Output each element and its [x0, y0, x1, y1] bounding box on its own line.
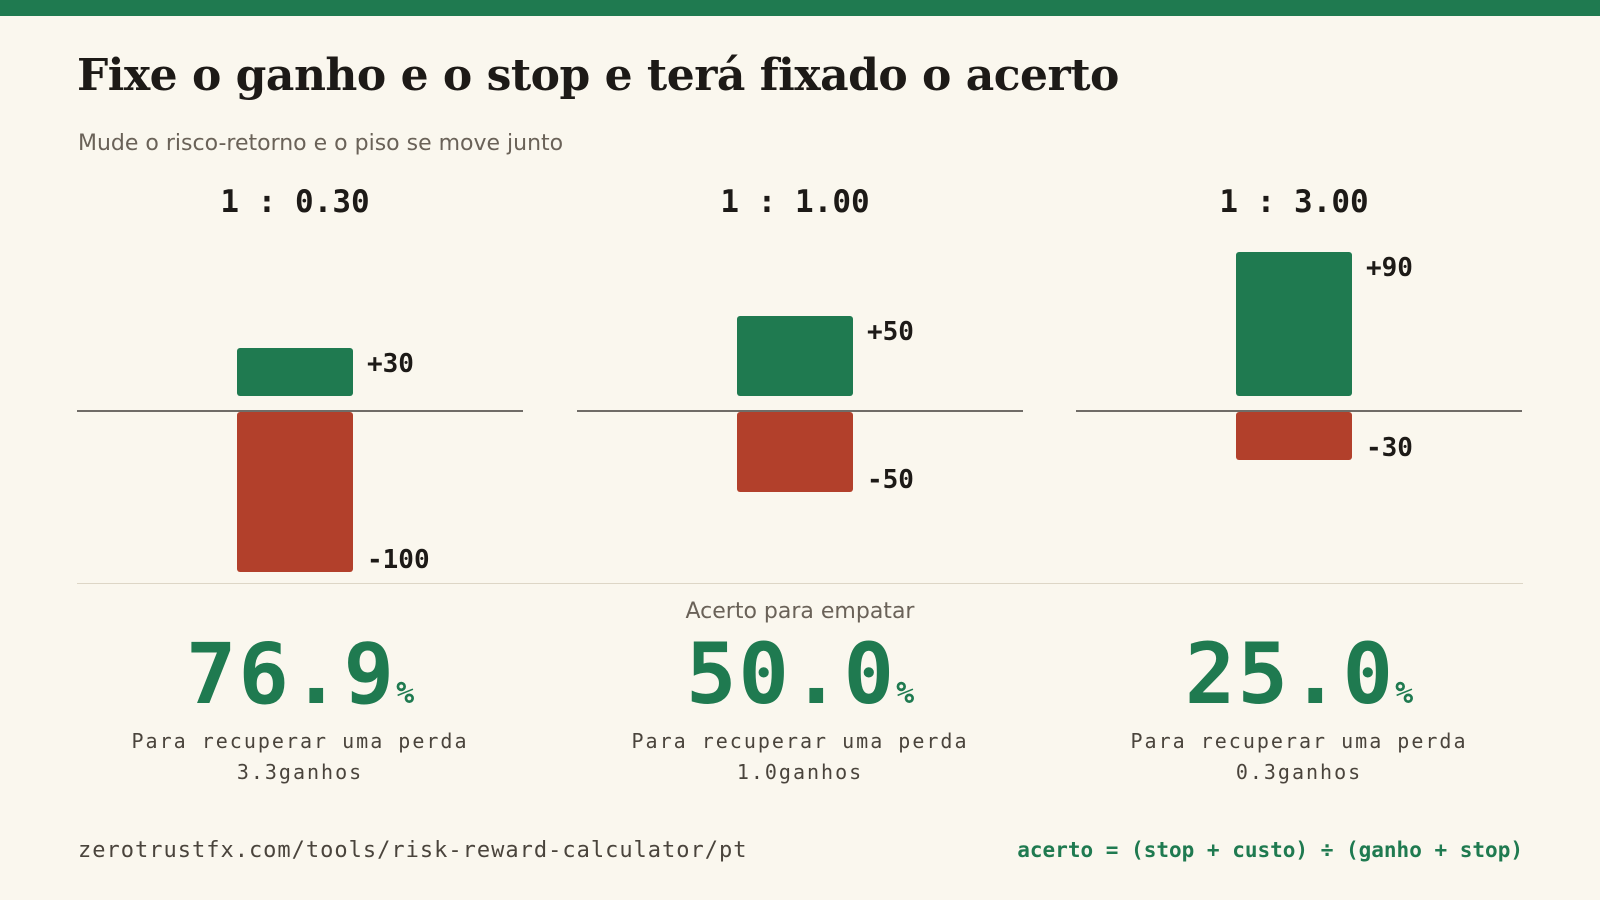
ratio-label: 1 : 1.00 [720, 184, 869, 220]
percent-sign: % [896, 676, 915, 711]
chart-panel-1: 1 : 0.30 +30 -100 [77, 180, 523, 580]
loss-label: -50 [867, 465, 914, 495]
footer-url: zerotrustfx.com/tools/risk-reward-calcul… [78, 838, 748, 863]
gain-label: +30 [367, 349, 414, 379]
gain-bar [237, 348, 353, 396]
breakeven-percent: 25.0% [1076, 632, 1522, 716]
page-subtitle: Mude o risco-retorno e o piso se move ju… [78, 131, 564, 156]
breakeven-note: Para recuperar uma perda 0.3ganhos [1076, 726, 1522, 788]
gain-bar [1236, 252, 1352, 396]
breakeven-note: Para recuperar uma perda 1.0ganhos [577, 726, 1023, 788]
ratio-label: 1 : 3.00 [1219, 184, 1368, 220]
top-accent-bar [0, 0, 1600, 16]
ratio-label: 1 : 0.30 [220, 184, 369, 220]
loss-label: -100 [367, 545, 430, 575]
breakeven-percent: 76.9% [77, 632, 523, 716]
percent-sign: % [1395, 676, 1414, 711]
footer-formula: acerto = (stop + custo) ÷ (ganho + stop) [1017, 838, 1523, 862]
breakeven-note-line2: 3.3ganhos [236, 760, 364, 784]
chart-3-svg: 1 : 3.00 +90 -30 [1076, 184, 1522, 463]
chart-panel-3: 1 : 3.00 +90 -30 [1076, 180, 1522, 580]
chart-panel-2: 1 : 1.00 +50 -50 [577, 180, 1023, 580]
chart-1-svg: 1 : 0.30 +30 -100 [77, 184, 523, 575]
percent-sign: % [396, 676, 415, 711]
loss-bar [237, 412, 353, 572]
gain-label: +50 [867, 317, 914, 347]
breakeven-result-1: 76.9% Para recuperar uma perda 3.3ganhos [77, 632, 523, 788]
breakeven-note: Para recuperar uma perda 3.3ganhos [77, 726, 523, 788]
breakeven-note-line1: Para recuperar uma perda [131, 729, 469, 753]
chart-2-svg: 1 : 1.00 +50 -50 [577, 184, 1023, 495]
page-title: Fixe o ganho e o stop e terá fixado o ac… [77, 50, 1119, 101]
breakeven-value: 25.0 [1184, 625, 1396, 723]
breakeven-percent: 50.0% [577, 632, 1023, 716]
loss-bar [737, 412, 853, 492]
breakeven-note-line1: Para recuperar uma perda [1130, 729, 1468, 753]
breakeven-caption: Acerto para empatar [685, 599, 915, 624]
divider [77, 583, 1523, 584]
gain-label: +90 [1366, 253, 1413, 283]
loss-label: -30 [1366, 433, 1413, 463]
breakeven-note-line2: 1.0ganhos [736, 760, 864, 784]
breakeven-note-line2: 0.3ganhos [1235, 760, 1363, 784]
gain-bar [737, 316, 853, 396]
breakeven-value: 50.0 [685, 625, 897, 723]
loss-bar [1236, 412, 1352, 460]
breakeven-note-line1: Para recuperar uma perda [631, 729, 969, 753]
breakeven-result-2: 50.0% Para recuperar uma perda 1.0ganhos [577, 632, 1023, 788]
breakeven-result-3: 25.0% Para recuperar uma perda 0.3ganhos [1076, 632, 1522, 788]
breakeven-value: 76.9 [185, 625, 397, 723]
